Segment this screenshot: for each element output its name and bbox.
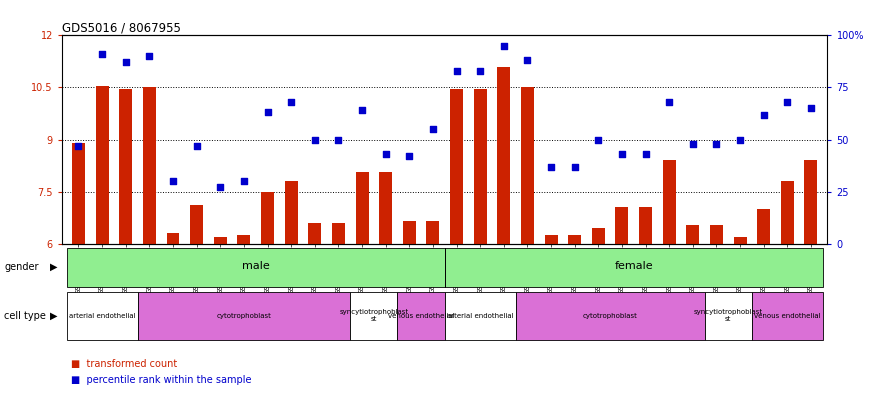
Text: venous endothelial: venous endothelial (754, 313, 820, 319)
Bar (379, 173, 392, 244)
Bar (686, 224, 699, 244)
Text: arterial endothelial: arterial endothelial (69, 313, 135, 319)
Point (520, 57, 535, 64)
Bar (119, 89, 132, 244)
Bar (96, 86, 109, 244)
Point (237, 178, 251, 184)
Bar (356, 173, 368, 244)
Text: cytotrophoblast: cytotrophoblast (217, 313, 272, 319)
Bar (308, 223, 321, 244)
Bar (397, 292, 444, 340)
Text: syncytiotrophoblast
st: syncytiotrophoblast st (339, 309, 408, 323)
Bar (285, 181, 297, 244)
Bar (804, 160, 818, 244)
Point (119, 59, 133, 66)
Text: venous endothelial: venous endothelial (388, 313, 454, 319)
Point (733, 136, 747, 143)
Point (72, 143, 86, 149)
Point (142, 53, 157, 59)
Bar (214, 237, 227, 244)
Text: arterial endothelial: arterial endothelial (447, 313, 513, 319)
Point (710, 141, 724, 147)
Bar (332, 223, 345, 244)
Text: gender: gender (4, 262, 39, 272)
Point (260, 109, 274, 116)
Point (781, 99, 795, 105)
Bar (66, 292, 137, 340)
Bar (615, 207, 628, 244)
Point (496, 42, 511, 49)
Point (450, 68, 464, 74)
Point (686, 141, 700, 147)
Text: ■  percentile rank within the sample: ■ percentile rank within the sample (71, 375, 251, 386)
Bar (403, 221, 416, 244)
Bar (137, 292, 350, 340)
Bar (752, 292, 823, 340)
Text: ▶: ▶ (50, 262, 58, 272)
Point (308, 136, 322, 143)
Text: ▶: ▶ (50, 311, 58, 321)
Bar (516, 292, 704, 340)
Bar (445, 292, 516, 340)
Bar (350, 292, 397, 340)
Point (591, 136, 605, 143)
Bar (445, 248, 823, 286)
Bar (237, 235, 250, 244)
Bar (734, 237, 747, 244)
Point (331, 136, 345, 143)
Bar (497, 66, 511, 244)
Point (379, 151, 393, 157)
Point (473, 68, 488, 74)
Bar (568, 235, 581, 244)
Text: syncytiotrophoblast
st: syncytiotrophoblast st (694, 309, 763, 323)
Point (757, 111, 771, 118)
Text: cell type: cell type (4, 311, 46, 321)
Point (426, 126, 440, 132)
Bar (473, 89, 487, 244)
Bar (663, 160, 675, 244)
Point (165, 178, 180, 184)
Point (402, 153, 416, 159)
Bar (166, 233, 180, 244)
Bar (190, 206, 204, 244)
Point (355, 107, 369, 114)
Bar (427, 221, 439, 244)
Point (213, 184, 227, 191)
Bar (710, 224, 723, 244)
Bar (639, 207, 652, 244)
Point (189, 143, 204, 149)
Text: ■  transformed count: ■ transformed count (71, 358, 177, 369)
Bar (521, 87, 534, 244)
Point (615, 151, 629, 157)
Bar (704, 292, 752, 340)
Text: female: female (614, 261, 653, 272)
Bar (72, 143, 85, 244)
Bar (544, 235, 558, 244)
Point (284, 99, 298, 105)
Point (662, 99, 676, 105)
Bar (758, 209, 770, 244)
Point (567, 163, 581, 170)
Text: male: male (242, 261, 270, 272)
Point (638, 151, 652, 157)
Bar (261, 191, 274, 244)
Text: cytotrophoblast: cytotrophoblast (582, 313, 637, 319)
Bar (781, 181, 794, 244)
Point (544, 163, 558, 170)
Bar (66, 248, 445, 286)
Bar (592, 228, 604, 244)
Point (95, 51, 109, 57)
Point (804, 105, 818, 111)
Bar (450, 89, 463, 244)
Bar (142, 87, 156, 244)
Text: GDS5016 / 8067955: GDS5016 / 8067955 (62, 21, 181, 34)
